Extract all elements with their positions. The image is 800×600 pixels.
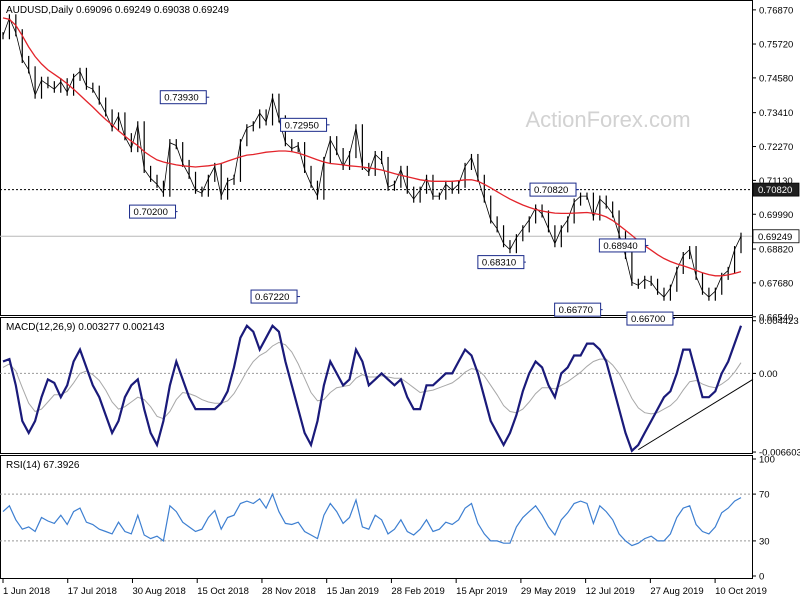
price-ytick-label: 0.66540 — [759, 312, 793, 323]
xtick-label: 29 May 2019 — [521, 586, 576, 597]
macd-signal-line — [2, 341, 742, 420]
price-label-text: 0.73930 — [164, 93, 198, 104]
macd-trend-line — [638, 378, 754, 451]
price-ytick-label: 0.71130 — [759, 176, 793, 187]
price-ytick-label: 0.74580 — [759, 73, 793, 84]
price-ytick-label: 0.72270 — [759, 142, 793, 153]
xtick-label: 12 Jul 2019 — [586, 586, 635, 597]
price-label-text: 0.68310 — [482, 258, 516, 269]
axes-layer: 0.76870 0.75720 0.74580 0.73410 0.72270 0.711… — [2, 5, 800, 597]
xtick-label: 28 Nov 2018 — [262, 586, 316, 597]
price-ytick-label: 0.68820 — [759, 245, 793, 256]
watermark: ActionForex.com — [525, 107, 690, 132]
rsi-series-layer — [0, 492, 752, 547]
xtick-label: 17 Jul 2018 — [68, 586, 117, 597]
macd-panel-frame — [0, 317, 753, 454]
xtick-label: 27 Aug 2019 — [650, 586, 703, 597]
rsi-ytick-label: 100 — [759, 455, 775, 466]
price-line — [2, 16, 742, 298]
price-label-text: 0.67220 — [255, 292, 289, 303]
price-label-text: 0.72950 — [285, 120, 319, 131]
xtick-label: 10 Oct 2019 — [715, 586, 767, 597]
price-label-text: 0.70820 — [534, 185, 568, 196]
macd-ytick-label: 0.00 — [759, 369, 778, 380]
price-series-layer — [0, 14, 752, 301]
level-value-box-label: 0.70820 — [758, 185, 792, 196]
xtick-label: 15 Apr 2019 — [456, 586, 507, 597]
panel-frames — [0, 0, 753, 579]
xtick-label: 28 Feb 2019 — [391, 586, 444, 597]
level-value-box — [752, 182, 800, 197]
chart-header: AUDUSD,Daily 0.69096 0.69249 0.69038 0.6… — [6, 5, 229, 16]
macd-ytick-label: 0.004423 — [759, 316, 799, 327]
xtick-label: 30 Aug 2018 — [132, 586, 185, 597]
price-label-box — [250, 289, 298, 304]
moving-average-line — [2, 17, 742, 277]
rsi-panel-frame — [0, 455, 753, 579]
price-ytick-label: 0.67680 — [759, 278, 793, 289]
macd-ytick-label: -0.006603 — [759, 448, 800, 459]
rsi-ytick-label: 0 — [759, 572, 764, 583]
price-label-text: 0.70200 — [134, 207, 168, 218]
price-ytick-label: 0.69990 — [759, 210, 793, 221]
rsi-ytick-label: 30 — [759, 536, 770, 547]
xtick-label: 1 Jun 2018 — [3, 586, 50, 597]
price-labels-layer: 0.73930 0.72950 0.70200 0.67220 0.70820 0.683… — [129, 90, 675, 326]
rsi-line — [2, 492, 742, 547]
price-label-text: 0.66700 — [631, 314, 665, 325]
last-price-box-label: 0.69249 — [758, 232, 792, 243]
xtick-label: 15 Oct 2018 — [197, 586, 249, 597]
macd-line — [2, 324, 743, 453]
price-ytick-label: 0.75720 — [759, 40, 793, 51]
rsi-ytick-label: 70 — [759, 490, 770, 501]
price-label-text: 0.66770 — [559, 305, 593, 316]
price-label-text: 0.68940 — [603, 241, 637, 252]
price-panel-frame — [0, 0, 753, 316]
rsi-title: RSI(14) 67.3926 — [6, 460, 80, 471]
macd-series-layer — [0, 324, 754, 453]
price-ytick-label: 0.73410 — [759, 108, 793, 119]
price-ytick-label: 0.76870 — [759, 5, 793, 16]
last-price-box — [752, 229, 800, 244]
xtick-label: 15 Jan 2019 — [327, 586, 379, 597]
macd-title: MACD(12,26,9) 0.003277 0.002143 — [6, 322, 165, 333]
